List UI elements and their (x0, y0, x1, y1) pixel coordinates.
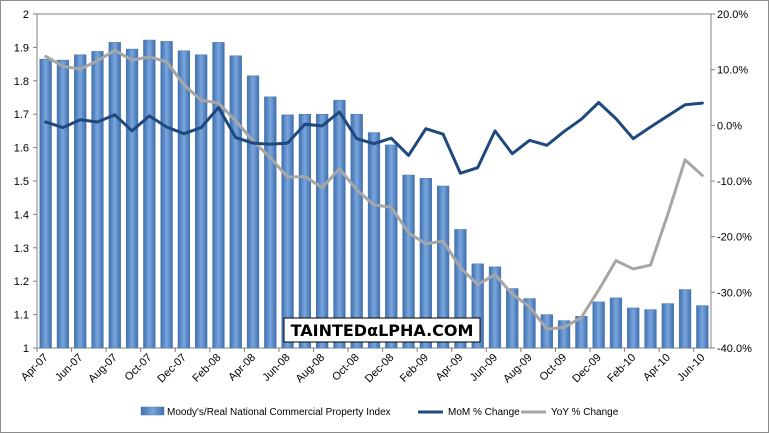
left-tick-label: 1.1 (14, 310, 29, 322)
bar-Sep-07 (125, 48, 139, 349)
bar-Jul-08 (298, 113, 311, 349)
bar-Mar-10 (644, 309, 657, 349)
bar-May-09 (471, 263, 484, 349)
bar-Jul-09 (506, 288, 519, 349)
left-tick-label: 1.7 (14, 109, 29, 121)
bar-Mar-09 (437, 185, 450, 349)
right-tick-label: -20.0% (717, 232, 752, 244)
bar-Apr-09 (454, 229, 467, 349)
bar-Oct-08 (350, 113, 363, 349)
mom-line (44, 101, 704, 175)
right-tick-label: -40.0% (717, 343, 752, 355)
bar-Jun-10 (696, 305, 709, 349)
bar-Feb-08 (212, 42, 225, 349)
bar-Mar-08 (229, 55, 242, 349)
left-tick-label: 1.6 (14, 143, 29, 155)
watermark-logo: TAINTEDαLPHA.COM (283, 317, 481, 343)
left-tick-label: 1.5 (14, 176, 29, 188)
line-series (44, 48, 704, 331)
watermark-text: TAINTEDαLPHA.COM (291, 321, 474, 340)
bar-Nov-07 (160, 41, 173, 349)
bar-Sep-09 (540, 314, 553, 349)
bar-Apr-10 (661, 303, 674, 349)
right-tick-label: -10.0% (717, 176, 752, 188)
bar-May-08 (264, 96, 277, 349)
bar-Dec-09 (592, 301, 605, 349)
bar-Jan-09 (402, 174, 415, 349)
bar-Jan-08 (195, 54, 208, 349)
legend: Moody's/Real National Commercial Propert… (140, 406, 619, 418)
legend-label-mom: MoM % Change (448, 407, 520, 418)
left-tick-label: 1.2 (14, 276, 29, 288)
bar-Aug-08 (316, 113, 329, 349)
bar-Jun-09 (488, 266, 502, 349)
bar-Aug-09 (523, 298, 536, 349)
left-tick-label: 1.8 (14, 76, 29, 88)
bar-Jan-10 (609, 297, 623, 349)
left-tick-label: 2 (23, 9, 29, 21)
bar-Jul-07 (91, 51, 104, 349)
left-tick-label: 1.9 (14, 42, 29, 54)
bar-Sep-08 (333, 99, 346, 349)
right-tick-label: 10.0% (717, 65, 748, 77)
bar-Dec-07 (177, 50, 191, 349)
bar-Aug-07 (108, 42, 121, 349)
legend-swatch-index (140, 406, 165, 416)
yoy-line (44, 48, 704, 331)
bar-Apr-07 (39, 58, 52, 349)
bar-Jun-07 (74, 54, 87, 349)
legend-label-index: Moody's/Real National Commercial Propert… (167, 407, 391, 418)
watermark-box (283, 317, 481, 343)
right-tick-label: 20.0% (717, 9, 748, 21)
left-tick-label: 1.4 (14, 209, 29, 221)
bar-Oct-07 (143, 39, 156, 349)
bar-Jun-08 (281, 114, 294, 349)
bar-Apr-08 (246, 75, 260, 349)
bar-Nov-08 (367, 132, 381, 349)
bar-Oct-09 (557, 320, 571, 349)
left-tick-label: 1 (23, 343, 29, 355)
bar-Feb-10 (627, 307, 640, 349)
right-tick-label: -30.0% (717, 287, 752, 299)
right-tick-label: 0.0% (717, 120, 742, 132)
left-tick-label: 1.3 (14, 243, 29, 255)
bar-Feb-09 (419, 178, 432, 349)
bar-Dec-08 (385, 144, 398, 349)
bar-May-07 (56, 59, 70, 349)
bar-series (39, 39, 709, 349)
legend-label-yoy: YoY % Change (551, 407, 619, 418)
bar-May-10 (678, 289, 692, 349)
